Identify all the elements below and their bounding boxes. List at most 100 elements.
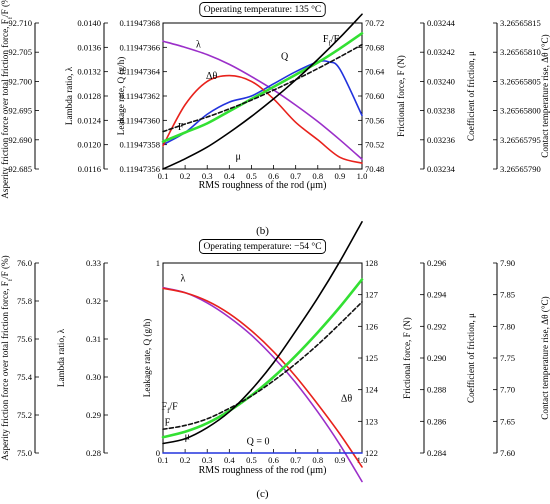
- series-line: [163, 222, 362, 444]
- series-line: [163, 61, 362, 145]
- chart-title: Operating temperature: 135 °C: [204, 4, 322, 15]
- y-tick-label: 92.705: [8, 47, 32, 57]
- y-tick-label: 0.03244: [427, 18, 456, 28]
- y-tick-label: 0.290: [427, 353, 446, 363]
- y-tick-label: 76.0: [17, 258, 32, 268]
- y-tick-label: 75.2: [17, 410, 32, 420]
- x-tick-label: 0.9: [335, 171, 346, 181]
- y-tick-label: 0.11947356: [119, 164, 160, 174]
- x-tick-label: 0.8: [312, 455, 323, 465]
- y-tick-label: 0.32: [86, 296, 101, 306]
- y-tick-label: 92.690: [8, 135, 32, 145]
- y-axis-dtheta: 3.265657903.265657953.265658003.26565805…: [493, 18, 550, 174]
- curve-label: F: [178, 122, 184, 133]
- y-axis-lambda: 0.0116 0.0120 0.0124 0.0128 0.0132 0.0136 0.01…: [64, 18, 108, 174]
- y-tick-label: 122: [365, 448, 378, 458]
- y-axis-label: Leakage rate, Q (g/h): [142, 319, 152, 398]
- y-tick-label: 0.03236: [427, 135, 456, 145]
- x-tick-label: 0.7: [290, 455, 301, 465]
- y-tick-label: 0.292: [427, 321, 446, 331]
- y-tick-label: 0.03238: [427, 106, 455, 116]
- y-tick-label: 0.286: [427, 416, 447, 426]
- y-tick-label: 3.26565790: [500, 164, 541, 174]
- chart-panel-2: Operating temperature: −54 °C 0.1 0.2 0.3 0.…: [0, 222, 550, 500]
- curve-label: Ff/F: [162, 402, 179, 416]
- y-tick-label: 70.60: [365, 91, 384, 101]
- y-tick-label: 3.26565800: [500, 106, 541, 116]
- y-tick-label: 3.26565795: [500, 135, 541, 145]
- y-tick-label: 0.0140: [77, 18, 101, 28]
- y-tick-label: 0.296: [427, 258, 447, 268]
- y-tick-label: 0.0136: [77, 42, 101, 52]
- y-axis-label: Lambda ratio, λ: [64, 66, 74, 125]
- y-tick-label: 0.0132: [77, 67, 101, 77]
- y-tick-label: 75.4: [17, 372, 33, 382]
- y-tick-label: 125: [365, 353, 378, 363]
- y-tick-label: 0.03242: [427, 47, 455, 57]
- y-tick-label: 0.0128: [77, 91, 101, 101]
- y-axis-label: Lambda ratio, λ: [56, 328, 66, 387]
- y-tick-label: 7.65: [500, 416, 515, 426]
- x-tick-label: 0.3: [202, 455, 213, 465]
- curve-label: λ: [180, 273, 185, 284]
- y-tick-label: 7.60: [500, 448, 515, 458]
- y-tick-label: 124: [365, 385, 379, 395]
- y-tick-label: 70.64: [365, 67, 385, 77]
- curve-label: F: [165, 417, 171, 428]
- y-axis-mu: 0.284 0.286 0.288 0.290 0.292 0.294 0.296 Coeff…: [420, 258, 476, 458]
- panel-label: (c): [256, 488, 269, 500]
- y-tick-label: 0.33: [86, 258, 101, 268]
- x-axis-label: RMS roughness of the rod (μm): [199, 180, 327, 191]
- y-tick-label: 0.28: [86, 448, 101, 458]
- y-tick-label: 0.03234: [427, 164, 456, 174]
- y-tick-label: 70.52: [365, 140, 384, 150]
- x-tick-label: 0.4: [224, 455, 235, 465]
- curve-label: Q = 0: [247, 436, 270, 447]
- y-tick-label: 127: [365, 290, 379, 300]
- y-tick-label: 0.284: [427, 448, 447, 458]
- x-tick-label: 0.6: [268, 455, 279, 465]
- y-tick-label: 128: [365, 258, 378, 268]
- y-axis-Q: 0.119473560.119473580.119473600.11947362…: [116, 18, 167, 174]
- chart-panel-1: Operating temperature: 135 °C 0.1 0.2 0.3 0.…: [0, 0, 550, 237]
- y-tick-label: 75.8: [17, 296, 32, 306]
- y-tick-label: 7.85: [500, 290, 515, 300]
- y-axis-label: Leakage rate, Q (g/h): [116, 57, 126, 136]
- y-tick-label: 3.26565810: [500, 47, 541, 57]
- y-tick-label: 0.31: [86, 334, 101, 344]
- y-tick-label: 92.695: [8, 106, 32, 116]
- y-axis-dtheta: 7.607.657.707.757.807.857.90Contact temp…: [493, 258, 550, 458]
- y-axis-label: Contact temperature rise, Δθ (°C): [540, 34, 550, 157]
- series-line: [163, 76, 362, 164]
- y-tick-label: 0.294: [427, 290, 447, 300]
- y-tick-label: 70.56: [365, 115, 385, 125]
- y-tick-label: 1: [156, 258, 160, 268]
- y-tick-label: 0.0116: [78, 164, 102, 174]
- x-tick-label: 0.5: [246, 455, 257, 465]
- y-axis-label: Coefficient of friction, μ: [466, 313, 476, 403]
- y-tick-label: 0.11947368: [119, 18, 160, 28]
- y-tick-label: 75.0: [17, 448, 32, 458]
- y-axis-F: 122123124125126127128Frictional force, F…: [358, 258, 412, 458]
- y-tick-label: 0.288: [427, 385, 446, 395]
- series-line: [163, 41, 362, 159]
- y-tick-label: 126: [365, 321, 379, 331]
- y-tick-label: 0.30: [86, 372, 101, 382]
- curve-label: Δθ: [206, 71, 217, 82]
- y-tick-label: 70.48: [365, 164, 384, 174]
- y-tick-label: 92.700: [8, 76, 32, 86]
- y-axis-label: Coefficient of friction, μ: [466, 51, 476, 141]
- y-tick-label: 70.68: [365, 42, 384, 52]
- x-axis-label: RMS roughness of the rod (μm): [199, 465, 327, 476]
- y-tick-label: 70.72: [365, 18, 384, 28]
- curve-label: Δθ: [341, 394, 352, 405]
- x-tick-label: 0.2: [180, 171, 191, 181]
- y-tick-label: 7.75: [500, 353, 515, 363]
- y-tick-label: 7.70: [500, 385, 515, 395]
- y-tick-label: 7.80: [500, 321, 515, 331]
- y-axis-label: Frictional force, F (N): [396, 55, 406, 137]
- curve-label: μ: [185, 432, 190, 443]
- curve-label: λ: [196, 39, 201, 50]
- chart-title: Operating temperature: −54 °C: [203, 241, 321, 252]
